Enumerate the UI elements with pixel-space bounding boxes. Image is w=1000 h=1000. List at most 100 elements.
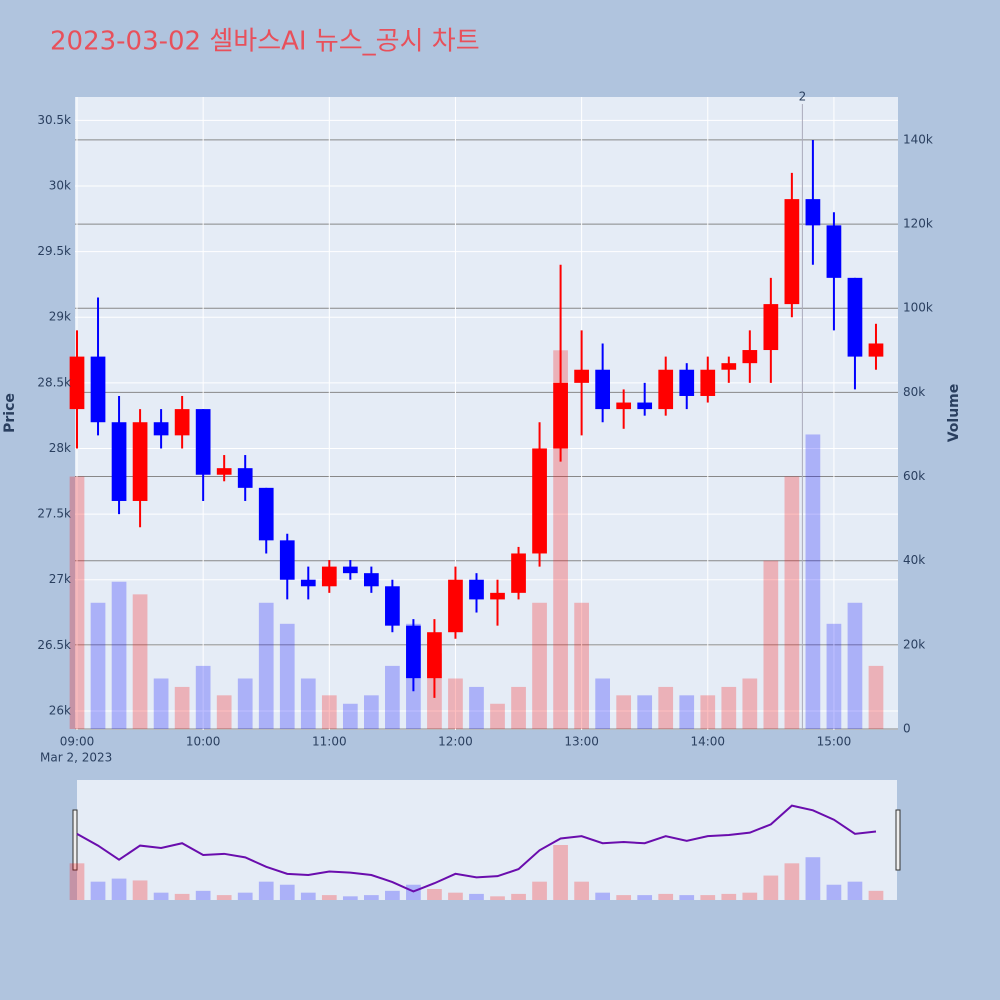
candle-body xyxy=(364,573,379,587)
chart-title: 2023-03-02 셀바스AI 뉴스_공시 차트 xyxy=(50,27,480,57)
volume-bar xyxy=(385,665,400,729)
y2-tick-label: 20k xyxy=(903,637,925,651)
candle-body xyxy=(805,199,821,226)
y-tick-label: 30k xyxy=(49,178,71,192)
y-tick-label: 28.5k xyxy=(37,375,71,389)
slider-handle[interactable] xyxy=(895,809,901,871)
y2-tick-label: 40k xyxy=(903,553,925,567)
volume-bar xyxy=(69,476,85,729)
volume-bar xyxy=(364,695,379,729)
volume-bar xyxy=(448,678,463,729)
candle-body xyxy=(847,277,863,357)
mini-volume-bar xyxy=(721,893,737,900)
volume-bar xyxy=(805,434,821,729)
candle-body xyxy=(868,343,884,357)
mini-volume-bar xyxy=(153,892,169,900)
x-tick-label: 11:00 xyxy=(312,735,347,749)
candle-body xyxy=(385,586,400,626)
candle-body xyxy=(658,369,674,410)
slider-handle[interactable] xyxy=(72,809,78,871)
candle-body xyxy=(90,356,106,423)
y-tick-label: 29.5k xyxy=(37,244,71,258)
mini-volume-bar xyxy=(90,881,106,900)
candle-body xyxy=(763,304,779,351)
volume-bar xyxy=(490,703,505,729)
x-tick-label: 15:00 xyxy=(817,735,852,749)
mini-volume-bar xyxy=(637,895,653,900)
candle-body xyxy=(111,422,127,501)
mini-volume-bar xyxy=(195,890,211,900)
mini-volume-bar xyxy=(805,857,821,900)
candle-body xyxy=(616,402,632,410)
x-date-label: Mar 2, 2023 xyxy=(40,751,112,765)
volume-bar xyxy=(237,678,253,729)
mini-volume-bar xyxy=(300,892,316,900)
mini-volume-bar xyxy=(826,884,842,900)
mini-close-line xyxy=(76,804,877,893)
mini-volume-bar xyxy=(279,884,295,900)
mini-volume-bar xyxy=(553,845,568,900)
y2-tick-label: 0 xyxy=(903,722,911,736)
mini-volume-bar xyxy=(132,880,148,900)
volume-bar xyxy=(637,695,653,729)
mini-volume-bar xyxy=(616,895,632,900)
y-tick-label: 29k xyxy=(49,310,71,324)
x-tick-label: 09:00 xyxy=(60,735,95,749)
mini-volume-bar xyxy=(364,895,379,900)
volume-bar xyxy=(342,703,358,729)
volume-bar xyxy=(279,623,295,729)
volume-bar xyxy=(742,678,758,729)
candle-body xyxy=(574,369,589,383)
y-tick-label: 30.5k xyxy=(37,113,71,127)
volume-bar xyxy=(174,686,190,729)
mini-volume-bar xyxy=(174,893,190,900)
mini-volume-bar xyxy=(742,892,758,900)
annotation: 2 xyxy=(799,90,807,104)
candle-body xyxy=(427,632,442,679)
mini-volume-bar xyxy=(237,892,253,900)
y2-tick-label: 120k xyxy=(903,217,933,231)
candle-body xyxy=(721,363,737,370)
x-tick-label: 10:00 xyxy=(186,735,221,749)
mini-volume-bar xyxy=(784,863,800,900)
y2-tick-label: 80k xyxy=(903,385,925,399)
candle-body xyxy=(342,566,358,574)
candle-body xyxy=(448,579,463,633)
mini-volume-bar xyxy=(321,895,337,900)
y-axis-title: Price xyxy=(2,393,18,433)
mini-volume-bar xyxy=(532,881,547,900)
volume-bar xyxy=(700,695,716,729)
candle-body xyxy=(153,422,169,436)
candle-body xyxy=(216,468,232,475)
range-slider xyxy=(77,780,897,900)
volume-bar xyxy=(679,695,695,729)
y-tick-label: 26k xyxy=(49,703,71,717)
mini-volume-bar xyxy=(385,890,400,900)
candle-body xyxy=(321,566,337,587)
mini-volume-bar xyxy=(342,896,358,900)
mini-volume-bar xyxy=(574,881,589,900)
volume-bar xyxy=(111,581,127,729)
volume-bar xyxy=(763,560,779,729)
y2-axis-title: Volume xyxy=(946,384,962,443)
candle-body xyxy=(469,579,484,600)
candle-body xyxy=(132,422,148,501)
volume-bar xyxy=(826,623,842,729)
volume-bar xyxy=(847,602,863,729)
x-tick-label: 12:00 xyxy=(438,735,473,749)
volume-bar xyxy=(658,686,674,729)
mini-volume-bar xyxy=(658,893,674,900)
candle-body xyxy=(595,369,610,410)
candle-body xyxy=(742,350,758,364)
candle-body xyxy=(174,409,190,436)
volume-bar xyxy=(574,602,589,729)
volume-bar xyxy=(321,695,337,729)
volume-bar xyxy=(90,602,106,729)
candle-body xyxy=(406,625,421,679)
mini-volume-bar xyxy=(427,889,442,900)
mini-volume-bar xyxy=(679,895,695,900)
volume-bar xyxy=(868,665,884,729)
mini-volume-bar xyxy=(469,893,484,900)
